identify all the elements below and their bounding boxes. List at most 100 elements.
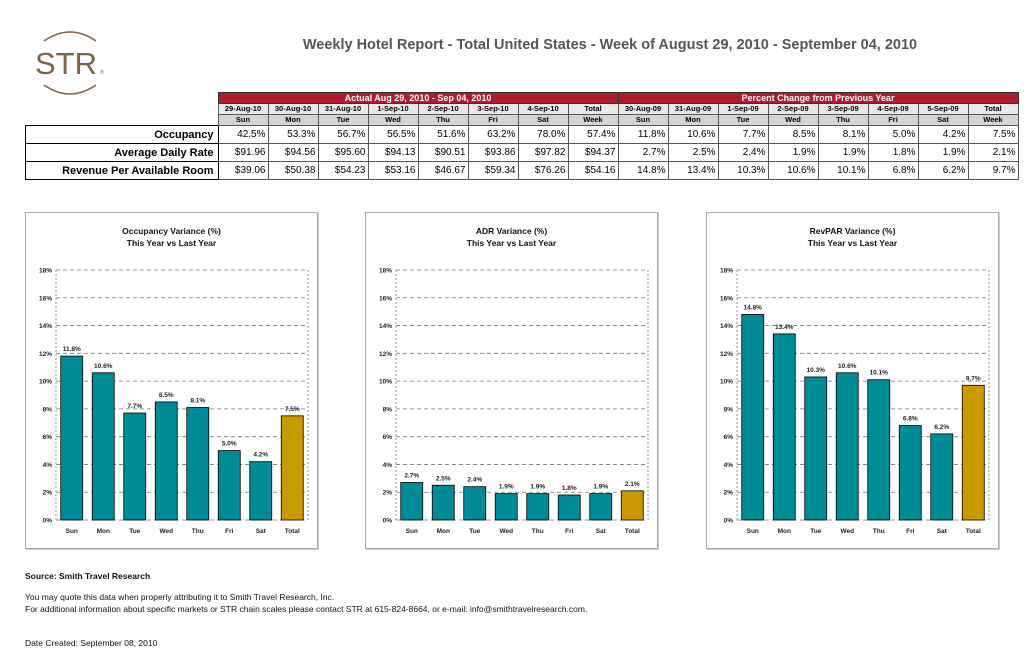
bar-total <box>961 384 985 521</box>
actual-value: $76.26 <box>517 161 569 180</box>
table-corner <box>26 93 219 104</box>
bar-tue <box>463 486 487 521</box>
svg-text:STR: STR <box>35 46 97 81</box>
x-tick-label: Wed <box>840 528 854 535</box>
actual-value: $53.16 <box>367 161 419 180</box>
row-label: Average Daily Rate <box>25 143 219 162</box>
y-tick-label: 14% <box>720 323 733 330</box>
chart-panel: Occupancy Variance (%) This Year vs Last … <box>25 212 318 549</box>
actual-value: 56.7% <box>317 125 369 144</box>
y-tick-label: 8% <box>724 406 734 413</box>
bar-mon <box>91 372 115 521</box>
x-tick-label: Sun <box>406 528 418 535</box>
x-tick-label: Sun <box>66 528 78 535</box>
y-tick-label: 4% <box>724 462 734 469</box>
bar-thu <box>186 407 210 521</box>
x-tick-label: Fri <box>225 528 234 535</box>
y-tick-label: 2% <box>43 490 53 497</box>
change-value: 2.7% <box>617 143 669 162</box>
bar-chart: 0% 2% 4% 6% 8% 10% 12% 14% 16% 18% 14.8% Sun 13.4% Mo… <box>720 268 990 535</box>
date-header-cell: 4-Sep-09 <box>867 103 919 115</box>
data-label: 6.2% <box>934 424 949 431</box>
date-header-cell: 30-Aug-10 <box>267 103 319 115</box>
day-header-cell: Thu <box>817 114 869 126</box>
actual-value: 57.4% <box>567 125 619 144</box>
chart-title-text: Occupancy Variance (%) <box>122 226 221 236</box>
x-tick-label: Sun <box>747 528 759 535</box>
change-value: 1.9% <box>767 143 819 162</box>
bar-tue <box>804 376 828 521</box>
date-header-cell: 29-Aug-10 <box>217 103 269 115</box>
x-tick-label: Sat <box>256 528 267 535</box>
day-header-cell: Mon <box>267 114 319 126</box>
change-value: 1.9% <box>917 143 969 162</box>
chart-title-text: RevPAR Variance (%) <box>809 226 896 236</box>
change-value: 10.6% <box>767 161 819 180</box>
report-title: Weekly Hotel Report - Total United State… <box>302 37 918 53</box>
data-label: 1.8% <box>562 485 577 492</box>
y-tick-label: 16% <box>39 295 52 302</box>
bar-tue <box>123 412 147 521</box>
contact-note: For additional information about specifi… <box>25 604 588 614</box>
actual-header: Actual Aug 29, 2010 - Sep 04, 2010 <box>217 92 619 104</box>
data-label: 1.9% <box>499 484 514 491</box>
actual-value: 53.3% <box>267 125 319 144</box>
actual-value: $94.56 <box>267 143 319 162</box>
row-label: Revenue Per Available Room <box>25 161 219 180</box>
change-value: 8.5% <box>767 125 819 144</box>
chart-title: Occupancy Variance (%) This Year vs Last … <box>26 225 317 249</box>
day-header-cell: Wed <box>367 114 419 126</box>
y-tick-label: 8% <box>43 406 53 413</box>
y-tick-label: 4% <box>43 462 53 469</box>
change-value: 1.9% <box>817 143 869 162</box>
actual-value: $39.06 <box>217 161 269 180</box>
change-value: 9.7% <box>967 161 1019 180</box>
data-label: 8.1% <box>190 398 205 405</box>
bar-thu <box>526 493 550 521</box>
actual-value: $97.82 <box>517 143 569 162</box>
x-tick-label: Sat <box>596 528 607 535</box>
day-header-cell: Week <box>967 114 1019 126</box>
chart-panel: RevPAR Variance (%) This Year vs Last Yea… <box>706 212 999 549</box>
x-tick-label: Total <box>285 528 300 535</box>
actual-value: $46.67 <box>417 161 469 180</box>
actual-value: $59.34 <box>467 161 519 180</box>
bar-mon <box>772 333 796 521</box>
x-tick-label: Mon <box>437 528 450 535</box>
chart-panel: ADR Variance (%) This Year vs Last Year 0%… <box>365 212 658 549</box>
y-tick-label: 12% <box>379 351 392 358</box>
day-header-cell: Fri <box>867 114 919 126</box>
bar-total <box>280 415 304 521</box>
y-tick-label: 6% <box>383 434 393 441</box>
y-tick-label: 0% <box>724 518 734 525</box>
change-value: 7.5% <box>967 125 1019 144</box>
change-value: 1.8% <box>867 143 919 162</box>
bar-sat <box>589 493 613 521</box>
change-value: 2.1% <box>967 143 1019 162</box>
x-tick-label: Wed <box>499 528 513 535</box>
actual-value: 51.6% <box>417 125 469 144</box>
x-tick-label: Fri <box>906 528 915 535</box>
date-header-cell: 30-Aug-09 <box>617 103 669 115</box>
date-header-cell: Total <box>567 103 619 115</box>
change-value: 10.3% <box>717 161 769 180</box>
change-value: 7.7% <box>717 125 769 144</box>
bar-fri <box>898 425 922 521</box>
day-header-cell: Week <box>567 114 619 126</box>
date-header-cell: 31-Aug-09 <box>667 103 719 115</box>
data-label: 2.4% <box>467 477 482 484</box>
y-tick-label: 2% <box>383 490 393 497</box>
day-header-cell: Sun <box>217 114 269 126</box>
bar-sun <box>60 355 84 521</box>
table-row: Occupancy 42.5% 53.3% 56.7% 56.5% 51.6% 63.2% 7… <box>25 125 1019 144</box>
data-label: 9.7% <box>966 375 981 382</box>
data-label: 2.5% <box>436 475 451 482</box>
data-label: 2.7% <box>404 473 419 480</box>
data-label: 10.6% <box>94 363 113 370</box>
day-header-cell: Tue <box>717 114 769 126</box>
report-table: Actual Aug 29, 2010 - Sep 04, 2010 Percen… <box>25 92 1019 180</box>
data-label: 5.0% <box>222 441 237 448</box>
bar-wed <box>835 372 859 521</box>
chart-title: ADR Variance (%) This Year vs Last Year <box>366 225 657 249</box>
data-label: 2.1% <box>625 481 640 488</box>
